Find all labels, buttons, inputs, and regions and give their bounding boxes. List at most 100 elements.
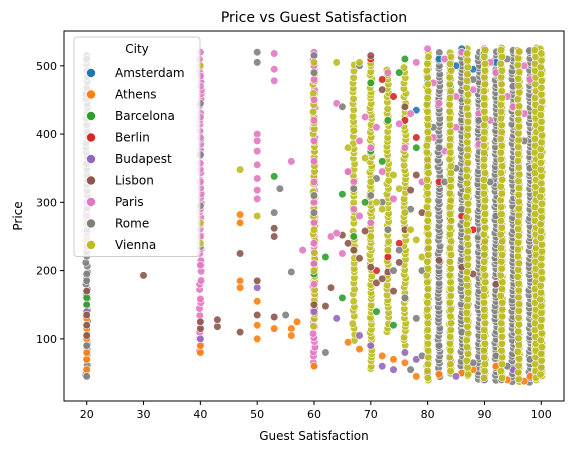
data-point-vienna xyxy=(479,148,489,157)
data-point-vienna xyxy=(424,168,433,178)
data-point-paris xyxy=(309,136,319,145)
data-point-vienna xyxy=(537,274,547,283)
data-point-athens xyxy=(196,348,205,357)
data-point-vienna xyxy=(496,230,505,239)
data-point-paris xyxy=(270,65,279,74)
data-point-vienna xyxy=(372,198,381,207)
data-point-vienna xyxy=(514,320,524,329)
data-point-vienna xyxy=(480,66,490,75)
data-point-vienna xyxy=(498,373,507,382)
legend-label-amsterdam: Amsterdam xyxy=(115,66,185,80)
data-point-vienna xyxy=(423,155,432,164)
data-point-vienna xyxy=(480,73,489,82)
x-axis-label: Guest Satisfaction xyxy=(259,429,368,443)
data-point-vienna xyxy=(480,216,489,225)
data-point-vienna xyxy=(446,360,455,369)
data-point-vienna xyxy=(515,88,524,97)
data-point-vienna xyxy=(399,63,409,72)
data-point-vienna xyxy=(463,302,472,311)
data-point-vienna xyxy=(422,148,432,157)
data-point-vienna xyxy=(464,349,473,359)
data-point-rome xyxy=(338,102,347,111)
data-point-barcelona xyxy=(372,307,381,316)
data-point-vienna xyxy=(479,175,488,184)
data-point-vienna xyxy=(463,49,472,58)
y-tick-label: 100 xyxy=(36,333,57,346)
data-point-vienna xyxy=(423,189,432,198)
data-point-vienna xyxy=(462,274,471,283)
data-point-vienna xyxy=(480,168,490,178)
data-point-vienna xyxy=(480,339,490,348)
data-point-vienna xyxy=(423,121,433,130)
data-point-vienna xyxy=(446,168,456,178)
data-point-vienna xyxy=(498,353,507,362)
data-point-vienna xyxy=(537,349,546,359)
data-point-vienna xyxy=(496,182,505,191)
data-point-vienna xyxy=(446,332,455,341)
data-point-vienna xyxy=(462,192,471,201)
data-point-rome xyxy=(366,191,375,200)
data-point-lisbon xyxy=(196,324,205,333)
data-point-vienna xyxy=(514,143,523,152)
data-point-vienna xyxy=(463,267,472,277)
data-point-vienna xyxy=(514,74,523,83)
data-point-lisbon xyxy=(372,278,381,288)
data-point-paris xyxy=(372,123,381,132)
data-point-paris xyxy=(434,99,444,108)
data-point-vienna xyxy=(514,259,523,268)
data-point-vienna xyxy=(423,312,432,321)
data-point-vienna xyxy=(537,315,546,324)
legend-marker-vienna xyxy=(86,240,96,250)
data-point-vienna xyxy=(412,235,421,244)
data-point-vienna xyxy=(344,143,353,152)
data-point-vienna xyxy=(537,131,547,140)
data-point-vienna xyxy=(480,257,489,266)
data-point-budapest xyxy=(196,334,205,344)
data-point-paris xyxy=(253,147,262,156)
data-point-vienna xyxy=(536,336,545,345)
data-point-berlin xyxy=(412,133,421,142)
data-point-vienna xyxy=(480,107,489,116)
data-point-vienna xyxy=(424,52,433,62)
data-point-vienna xyxy=(446,366,455,376)
data-point-budapest xyxy=(332,314,341,323)
data-point-vienna xyxy=(514,197,523,206)
data-point-vienna xyxy=(462,308,471,318)
data-point-vienna xyxy=(479,230,489,239)
x-tick-label: 100 xyxy=(531,408,552,421)
data-point-vienna xyxy=(423,257,432,266)
data-point-vienna xyxy=(424,353,433,362)
data-point-vienna xyxy=(463,151,472,160)
data-point-lisbon xyxy=(366,51,375,60)
data-point-berlin xyxy=(389,92,398,101)
data-point-rome xyxy=(389,266,398,275)
data-point-vienna xyxy=(463,69,472,79)
data-point-vienna xyxy=(445,209,455,219)
data-point-vienna xyxy=(479,189,488,198)
data-point-budapest xyxy=(253,283,262,292)
x-tick-label: 40 xyxy=(193,408,207,421)
legend-marker-paris xyxy=(86,197,96,207)
data-point-lisbon xyxy=(82,287,91,296)
data-point-vienna xyxy=(423,291,432,301)
data-point-vienna xyxy=(480,121,489,130)
data-point-vienna xyxy=(423,203,432,212)
data-point-vienna xyxy=(514,265,523,275)
data-point-barcelona xyxy=(366,78,375,87)
y-tick-label: 200 xyxy=(36,265,57,278)
data-point-paris xyxy=(287,157,296,166)
data-point-barcelona xyxy=(383,116,393,125)
data-point-vienna xyxy=(423,278,432,287)
data-point-vienna xyxy=(463,158,472,167)
data-point-vienna xyxy=(537,179,546,188)
data-point-vienna xyxy=(447,237,456,246)
data-point-vienna xyxy=(496,271,505,280)
data-point-barcelona xyxy=(349,232,358,241)
data-point-vienna xyxy=(537,356,546,365)
data-point-vienna xyxy=(423,182,432,191)
data-point-vienna xyxy=(355,58,364,67)
data-point-lisbon xyxy=(82,321,91,330)
data-point-lisbon xyxy=(349,246,358,255)
data-point-athens xyxy=(82,365,91,374)
data-point-vienna xyxy=(463,117,473,126)
